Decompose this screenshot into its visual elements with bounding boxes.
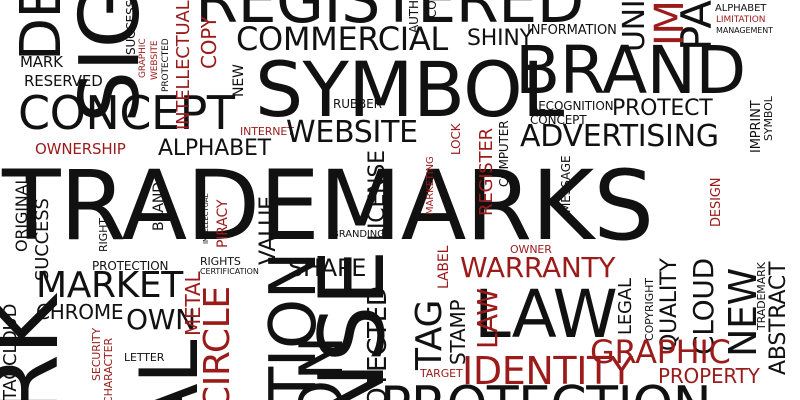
cloud-word: SHINY — [467, 26, 533, 51]
cloud-word: ORIGINAL — [12, 175, 31, 252]
cloud-word: PIRACY — [215, 199, 231, 248]
cloud-word: INTERNET — [240, 125, 294, 138]
cloud-word: WEBSITE — [286, 115, 418, 150]
cloud-word: COMMERCIAL — [236, 20, 448, 58]
cloud-word: BRAND — [151, 182, 167, 231]
cloud-word: SYMBOL — [255, 45, 564, 134]
cloud-word: OWNERSHIP — [35, 140, 126, 158]
cloud-word: ALPHABET — [715, 3, 767, 14]
cloud-word: AUTH — [407, 0, 421, 33]
cloud-word: RIGHTS — [200, 255, 241, 268]
cloud-word: SIG — [63, 0, 158, 123]
cloud-word: COMPUTER — [497, 120, 511, 188]
cloud-word: PROTECTION — [380, 380, 712, 400]
cloud-word: BRAND — [515, 32, 746, 109]
cloud-word: DE — [9, 0, 74, 61]
cloud-word: LAW — [474, 276, 618, 353]
cloud-word: ABSTRACT — [766, 261, 791, 375]
cloud-word: NEW — [231, 64, 247, 97]
cloud-word: TRADEMARKS — [2, 150, 654, 262]
cloud-word: PROTECT — [612, 96, 713, 121]
cloud-word: INFORMATION — [527, 23, 617, 38]
cloud-word: IM — [647, 0, 693, 46]
cloud-word: TARGET — [420, 367, 463, 380]
cloud-word: LEGAL — [615, 278, 636, 335]
cloud-word: ALPHABET — [158, 136, 271, 161]
cloud-word: COPY — [197, 16, 221, 69]
cloud-word: TAG — [409, 299, 450, 370]
cloud-word: INTELLECTUAL — [202, 193, 210, 244]
cloud-word: LOCK — [449, 123, 463, 155]
cloud-word: PROTECTION — [92, 259, 169, 273]
cloud-word: RUBBER — [333, 97, 382, 111]
cloud-word: UNI — [617, 0, 652, 52]
cloud-word: ADVERTISING — [520, 119, 719, 154]
cloud-word: RIGHT — [97, 218, 110, 252]
cloud-word: MARKETING — [425, 156, 436, 215]
cloud-word: PROPERTY — [658, 364, 760, 388]
cloud-word: RK — [0, 295, 79, 400]
cloud-word: MANAGEMENT — [716, 26, 773, 35]
cloud-word: SECURITY — [90, 327, 103, 381]
cloud-word: GRAPHIC — [590, 333, 731, 371]
cloud-word: CHROME — [36, 300, 124, 324]
cloud-word: CHARACTER — [102, 337, 115, 400]
cloud-word: OWN — [126, 303, 196, 336]
cloud-word: MARKET — [36, 265, 183, 306]
cloud-word: CERTIFICATION — [200, 267, 259, 276]
cloud-word: CO — [425, 0, 439, 18]
cloud-word: CONCEPT — [18, 86, 235, 140]
cloud-word: LETTER — [124, 351, 165, 364]
cloud-word: COPYRIGHT — [643, 278, 656, 341]
cloud-word: INTELLECTUAL — [173, 0, 194, 131]
cloud-word: LIMITATION — [716, 15, 766, 25]
cloud-word: RECOGNITION — [530, 99, 614, 113]
cloud-word: OWNER — [510, 243, 552, 256]
cloud-word: REGISTER — [476, 128, 497, 216]
cloud-word: MESSAGE — [559, 155, 573, 213]
cloud-word: LICENSE — [365, 150, 390, 241]
cloud-word: SHAPE — [288, 254, 367, 282]
cloud-word: CONCEPT — [530, 113, 587, 127]
cloud-word: PROTECTED — [161, 38, 171, 92]
cloud-word: IDENTITY — [462, 349, 633, 393]
cloud-word: AL — [123, 340, 216, 400]
cloud-word: MARK — [20, 53, 63, 71]
cloud-word: LAW — [471, 288, 504, 349]
cloud-word: DESIGN — [709, 177, 724, 227]
cloud-word: REGISTERED — [195, 0, 584, 37]
cloud-word: LABEL — [436, 245, 452, 289]
cloud-word: RESERVED — [24, 72, 103, 90]
cloud-word: WARRANTY — [460, 251, 616, 284]
cloud-word: SYMBOL — [762, 96, 775, 141]
cloud-word: BRANDING — [332, 229, 385, 240]
